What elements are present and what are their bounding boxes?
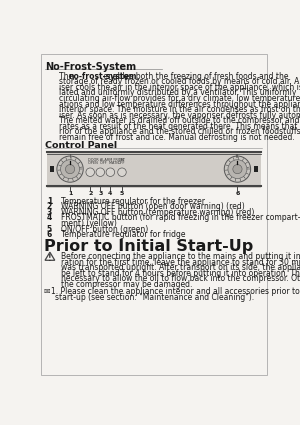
Text: II: II	[236, 155, 239, 159]
Circle shape	[228, 160, 247, 178]
Text: 2: 2	[47, 202, 52, 211]
Text: no-frost-system: no-frost-system	[68, 72, 136, 81]
Text: WARNING OFF button (temperature warning) (red): WARNING OFF button (temperature warning)…	[61, 208, 254, 217]
Text: Before connecting the appliance to the mains and putting it into ope-: Before connecting the appliance to the m…	[61, 252, 300, 261]
Text: 5: 5	[47, 224, 52, 234]
Circle shape	[96, 168, 104, 176]
Text: rates as a result of the heat generated there. This means that the inte-: rates as a result of the heat generated …	[59, 122, 300, 130]
Text: The melted water is drained off outside to the compressor and evapo-: The melted water is drained off outside …	[59, 116, 300, 125]
Text: iser. As soon as is necessary, the vaporiser defrosts fully automatically.: iser. As soon as is necessary, the vapor…	[59, 110, 300, 119]
Text: necessary to allow the oil to flow back into the compressor. Otherwise: necessary to allow the oil to flow back …	[61, 275, 300, 283]
Text: rior of the appliance and the stored chilled or frozen foodstuffs always: rior of the appliance and the stored chi…	[59, 127, 300, 136]
Text: !: !	[48, 254, 52, 263]
Bar	[47, 150, 261, 187]
Bar	[50, 166, 54, 172]
Circle shape	[233, 164, 242, 174]
Text: 4: 4	[108, 191, 112, 196]
Text: the compressor may be damaged.: the compressor may be damaged.	[61, 280, 192, 289]
Text: ✉: ✉	[44, 287, 50, 296]
Circle shape	[118, 168, 126, 176]
Circle shape	[65, 164, 75, 174]
Text: remain free of frost and ice. Manual defrosting is not needed.: remain free of frost and ice. Manual def…	[59, 133, 295, 142]
Text: ration for the first time, leave the appliance to stand for 30 minutes if: ration for the first time, leave the app…	[61, 258, 300, 267]
Text: was transported upright. After transport on its side, the appliance must: was transported upright. After transport…	[61, 264, 300, 272]
Text: be left to stand for 4 hours before putting it into operation. This is: be left to stand for 4 hours before putt…	[61, 269, 300, 278]
Circle shape	[106, 168, 115, 176]
Text: DOOR ALARM FROST: DOOR ALARM FROST	[88, 159, 125, 162]
FancyBboxPatch shape	[40, 54, 267, 375]
Text: Temperature regulator for fridge: Temperature regulator for fridge	[61, 230, 185, 239]
Text: 2: 2	[88, 191, 92, 196]
Text: 1. Please clean the appliance interior and all accessories prior to initial: 1. Please clean the appliance interior a…	[51, 287, 300, 296]
Text: interior space. The moisture in the air condenses as frost on the vapor-: interior space. The moisture in the air …	[59, 105, 300, 114]
Text: 1: 1	[68, 191, 72, 196]
Circle shape	[86, 168, 94, 176]
Text: 3: 3	[98, 191, 103, 196]
Text: start-up (see section: "Maintenance and Cleaning").: start-up (see section: "Maintenance and …	[55, 292, 254, 302]
Text: storage of ready frozen or cooled foods by means of cold air. A vapor-: storage of ready frozen or cooled foods …	[59, 77, 300, 86]
Text: OFF: OFF	[118, 162, 126, 165]
Text: ations and low temperature differences throughout the appliance’s: ations and low temperature differences t…	[59, 99, 300, 108]
Text: 6: 6	[235, 191, 240, 196]
Text: WARNING OFF button (open door warning) (red): WARNING OFF button (open door warning) (…	[61, 202, 244, 211]
Text: enables both the freezing of fresh foods and the: enables both the freezing of fresh foods…	[101, 72, 289, 81]
Circle shape	[61, 160, 80, 178]
Text: No-Frost-System: No-Frost-System	[45, 62, 136, 72]
Circle shape	[57, 156, 83, 182]
Text: FROSTMATIC button (for rapid freezing in the freezer compart-: FROSTMATIC button (for rapid freezing in…	[61, 213, 300, 222]
Text: 1: 1	[47, 197, 52, 206]
Text: Control Panel: Control Panel	[45, 142, 117, 150]
Text: 5: 5	[120, 191, 124, 196]
Text: 3: 3	[47, 208, 52, 217]
Text: Prior to Initial Start-Up: Prior to Initial Start-Up	[44, 240, 253, 255]
Text: 4: 4	[47, 213, 52, 222]
Text: 6: 6	[47, 230, 52, 239]
Text: I: I	[69, 155, 71, 159]
Circle shape	[224, 156, 250, 182]
Text: Temperature regulator for the freezer: Temperature regulator for the freezer	[61, 197, 205, 206]
Text: The: The	[59, 72, 76, 81]
Text: ON: ON	[119, 159, 125, 162]
Text: ment) (yellow): ment) (yellow)	[61, 219, 117, 228]
Text: ON/OFF button (green): ON/OFF button (green)	[61, 224, 148, 234]
Text: iser cools the air in the interior space of the appliance, which is circu-: iser cools the air in the interior space…	[59, 83, 300, 92]
Text: lated and uniformly distributed by a ventilator. This uniformly: lated and uniformly distributed by a ven…	[59, 88, 297, 97]
Text: circulating air-flow provides for a dry climate, low temperature fluctu-: circulating air-flow provides for a dry …	[59, 94, 300, 103]
Bar	[254, 166, 258, 172]
Text: OPEN  OFF  MATIC: OPEN OFF MATIC	[88, 162, 120, 165]
